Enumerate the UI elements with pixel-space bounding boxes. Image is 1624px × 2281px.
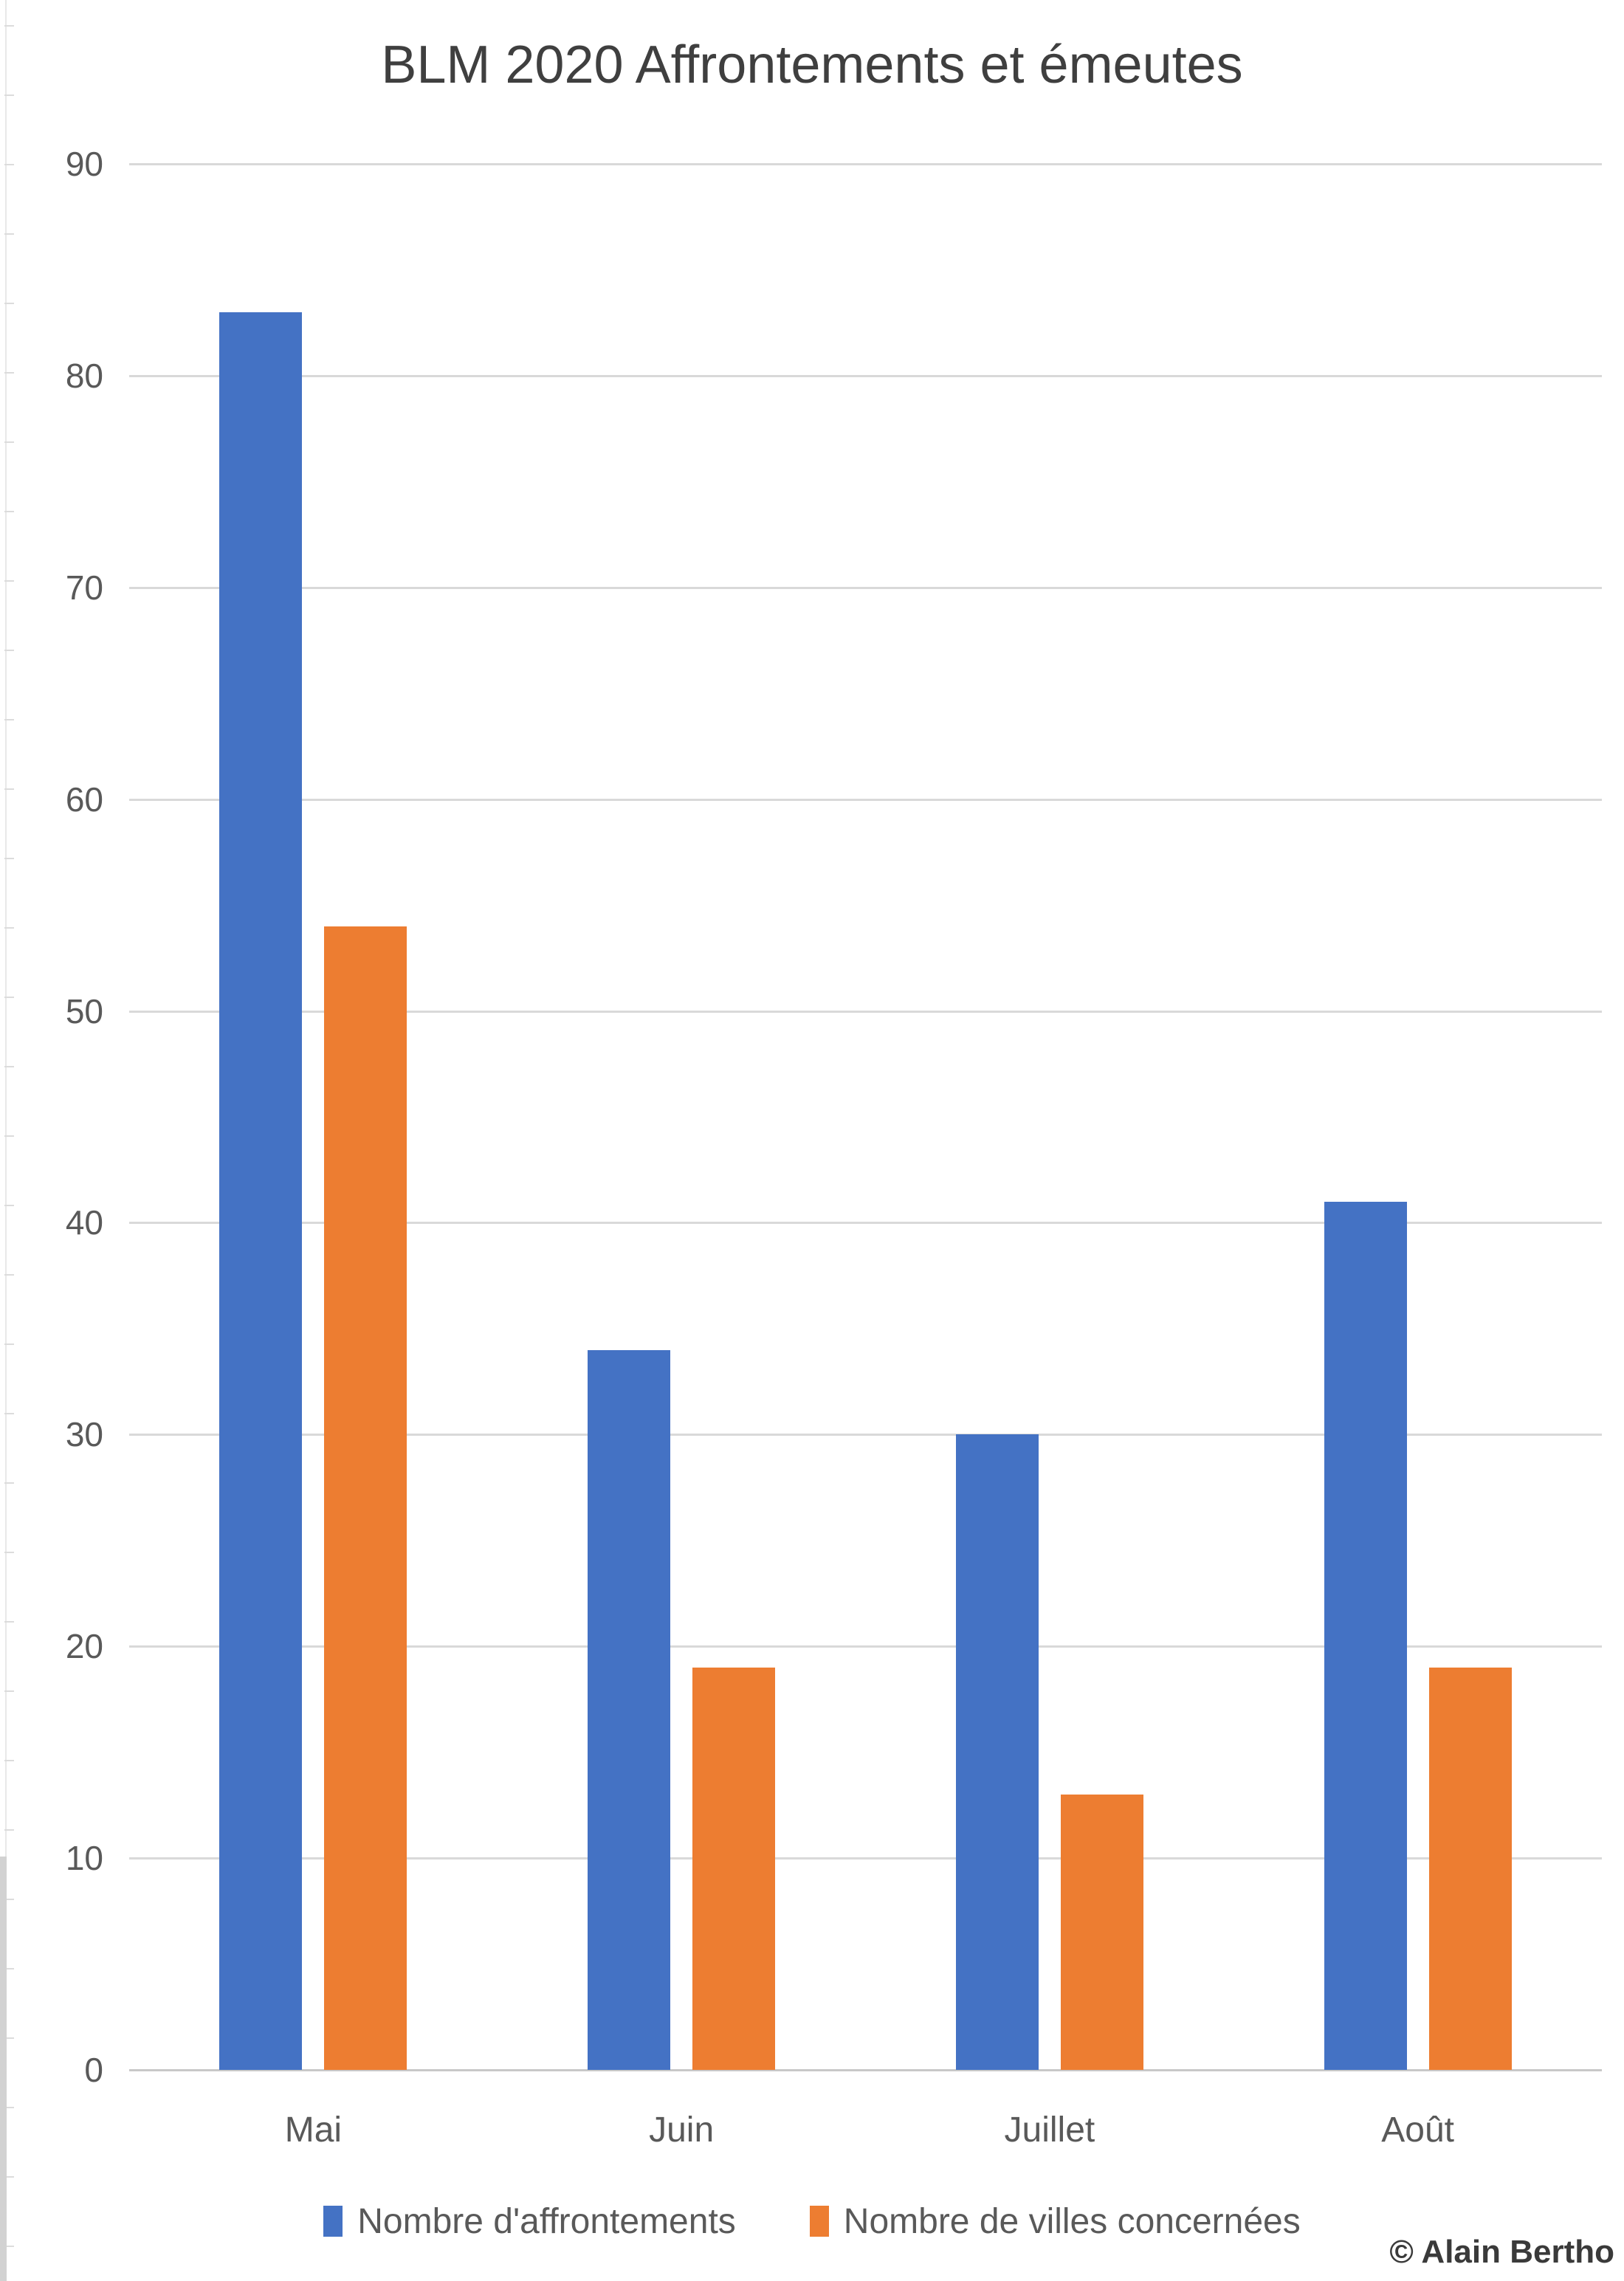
ruler-tick xyxy=(4,1066,14,1067)
ruler-tick xyxy=(4,2037,14,2039)
ruler-tick xyxy=(4,650,14,651)
y-tick-label: 10 xyxy=(65,1839,103,1878)
bar-août-series0 xyxy=(1324,1201,1407,2070)
gridline xyxy=(129,374,1602,377)
y-tick-label: 50 xyxy=(65,991,103,1031)
bar-juin-series1 xyxy=(692,1667,776,2070)
gridline xyxy=(129,586,1602,589)
ruler-tick xyxy=(4,858,14,859)
bar-mai-series0 xyxy=(219,312,303,2070)
gridline xyxy=(129,163,1602,165)
bar-juin-series0 xyxy=(588,1349,671,2070)
ruler-tick xyxy=(4,1135,14,1137)
ruler-tick xyxy=(4,1690,14,1692)
bar-juillet-series1 xyxy=(1060,1795,1143,2070)
bar-juillet-series0 xyxy=(955,1434,1039,2070)
ruler-tick xyxy=(4,511,14,512)
ruler-tick xyxy=(4,372,14,374)
gridline xyxy=(129,1645,1602,1648)
legend: Nombre d'affrontements Nombre de villes … xyxy=(0,2201,1624,2243)
ruler-tick xyxy=(4,1621,14,1623)
legend-item-affrontements: Nombre d'affrontements xyxy=(323,2201,736,2243)
ruler-tick xyxy=(4,788,14,790)
legend-marker-blue xyxy=(323,2206,343,2237)
gridline xyxy=(129,1010,1602,1013)
ruler-tick xyxy=(4,441,14,443)
ruler-tick xyxy=(4,1899,14,1900)
bar-mai-series1 xyxy=(324,926,407,2070)
y-tick-label: 40 xyxy=(65,1203,103,1242)
y-tick-label: 90 xyxy=(65,145,103,183)
y-tick-label: 70 xyxy=(65,568,103,607)
ruler-tick xyxy=(4,927,14,929)
copyright-credit: © Alain Bertho xyxy=(1389,2234,1614,2270)
ruler-tick xyxy=(4,1968,14,1969)
ruler-tick xyxy=(4,94,14,96)
y-tick-label: 20 xyxy=(65,1627,103,1666)
ruler-tick xyxy=(4,2176,14,2178)
ruler-tick xyxy=(4,997,14,998)
ruler-tick xyxy=(4,1552,14,1553)
ruler-tick xyxy=(4,1482,14,1484)
x-category-label: Mai xyxy=(284,2110,343,2150)
legend-label: Nombre de villes concernées xyxy=(843,2202,1301,2241)
ruler-tick xyxy=(4,1344,14,1345)
legend-marker-orange xyxy=(809,2206,829,2237)
gridline xyxy=(129,1222,1602,1225)
x-category-label: Août xyxy=(1381,2110,1454,2150)
gridline xyxy=(129,1857,1602,1860)
ruler-tick xyxy=(4,303,14,304)
left-ruler-line xyxy=(5,0,7,2281)
gridline xyxy=(129,1434,1602,1437)
bar-août-series1 xyxy=(1428,1667,1512,2070)
legend-label: Nombre d'affrontements xyxy=(357,2202,736,2241)
ruler-tick xyxy=(4,25,14,27)
y-tick-label: 60 xyxy=(65,780,103,819)
ruler-tick xyxy=(4,1760,14,1761)
y-tick-label: 0 xyxy=(84,2051,103,2089)
ruler-tick xyxy=(4,580,14,582)
gridline xyxy=(129,798,1602,801)
y-tick-label: 30 xyxy=(65,1415,103,1454)
ruler-tick xyxy=(4,2246,14,2247)
y-tick-label: 80 xyxy=(65,356,103,395)
x-category-label: Juillet xyxy=(1004,2110,1095,2150)
ruler-tick xyxy=(4,233,14,235)
chart-title: BLM 2020 Affrontements et émeutes xyxy=(381,35,1243,94)
ruler-tick xyxy=(4,1274,14,1276)
ruler-tick xyxy=(4,2107,14,2108)
ruler-tick xyxy=(4,1413,14,1414)
ruler-tick xyxy=(4,1829,14,1831)
ruler-tick xyxy=(4,719,14,720)
ruler-tick xyxy=(4,1205,14,1206)
legend-item-villes: Nombre de villes concernées xyxy=(809,2201,1301,2243)
x-axis-line xyxy=(129,2069,1602,2071)
ruler-tick xyxy=(4,164,14,165)
x-category-label: Juin xyxy=(649,2110,715,2150)
scrollbar-thumb[interactable] xyxy=(0,1857,7,2281)
